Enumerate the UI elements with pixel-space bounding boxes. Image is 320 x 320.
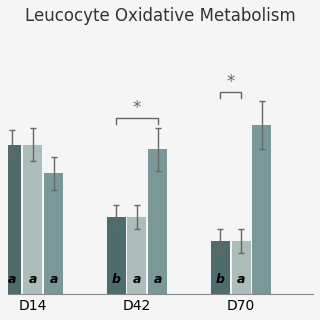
Bar	[23, 145, 42, 293]
Bar	[44, 173, 63, 293]
Bar	[252, 125, 271, 293]
Text: a: a	[49, 273, 58, 286]
Bar	[2, 145, 21, 293]
Text: *: *	[227, 73, 235, 91]
Text: a: a	[28, 273, 37, 286]
Bar	[232, 241, 251, 293]
Bar	[211, 241, 230, 293]
Text: a: a	[8, 273, 16, 286]
Text: b: b	[216, 273, 225, 286]
Text: a: a	[154, 273, 162, 286]
Bar	[148, 149, 167, 293]
Bar	[127, 217, 146, 293]
Text: b: b	[112, 273, 121, 286]
Text: *: *	[133, 99, 141, 117]
Title: Leucocyte Oxidative Metabolism: Leucocyte Oxidative Metabolism	[25, 7, 296, 25]
Text: a: a	[237, 273, 245, 286]
Text: a: a	[133, 273, 141, 286]
Bar	[107, 217, 125, 293]
